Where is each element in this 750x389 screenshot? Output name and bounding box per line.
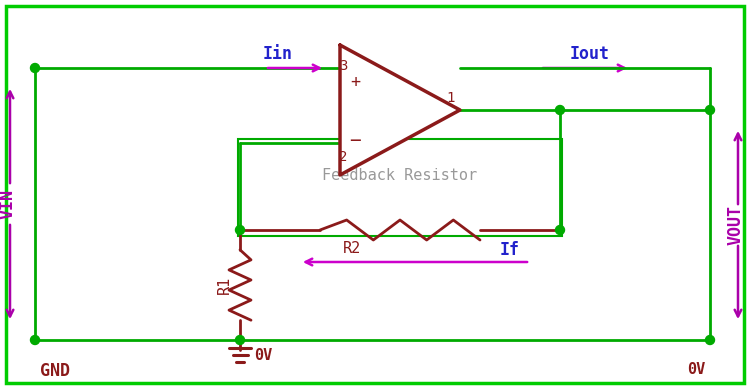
Text: 1: 1 xyxy=(446,91,454,105)
Circle shape xyxy=(706,105,715,114)
Text: −: − xyxy=(349,131,361,150)
Text: R1: R1 xyxy=(217,276,232,294)
Circle shape xyxy=(31,335,40,345)
Circle shape xyxy=(556,226,565,235)
Text: +: + xyxy=(350,72,360,91)
Polygon shape xyxy=(340,45,460,175)
Text: R2: R2 xyxy=(343,240,362,256)
Text: Iin: Iin xyxy=(263,45,293,63)
Text: 0V: 0V xyxy=(687,362,705,377)
Text: Iout: Iout xyxy=(570,45,610,63)
Circle shape xyxy=(706,335,715,345)
Text: If: If xyxy=(500,241,520,259)
Text: 0V: 0V xyxy=(254,349,272,363)
Text: GND: GND xyxy=(40,362,70,380)
Bar xyxy=(238,138,562,236)
Circle shape xyxy=(31,63,40,72)
Circle shape xyxy=(556,105,565,114)
Text: 3: 3 xyxy=(339,58,347,72)
Text: VOUT: VOUT xyxy=(727,205,745,245)
Circle shape xyxy=(236,226,244,235)
Circle shape xyxy=(236,335,244,345)
Text: VIN: VIN xyxy=(0,189,17,219)
Text: Feedback Resistor: Feedback Resistor xyxy=(322,168,478,183)
Text: 2: 2 xyxy=(339,149,347,163)
